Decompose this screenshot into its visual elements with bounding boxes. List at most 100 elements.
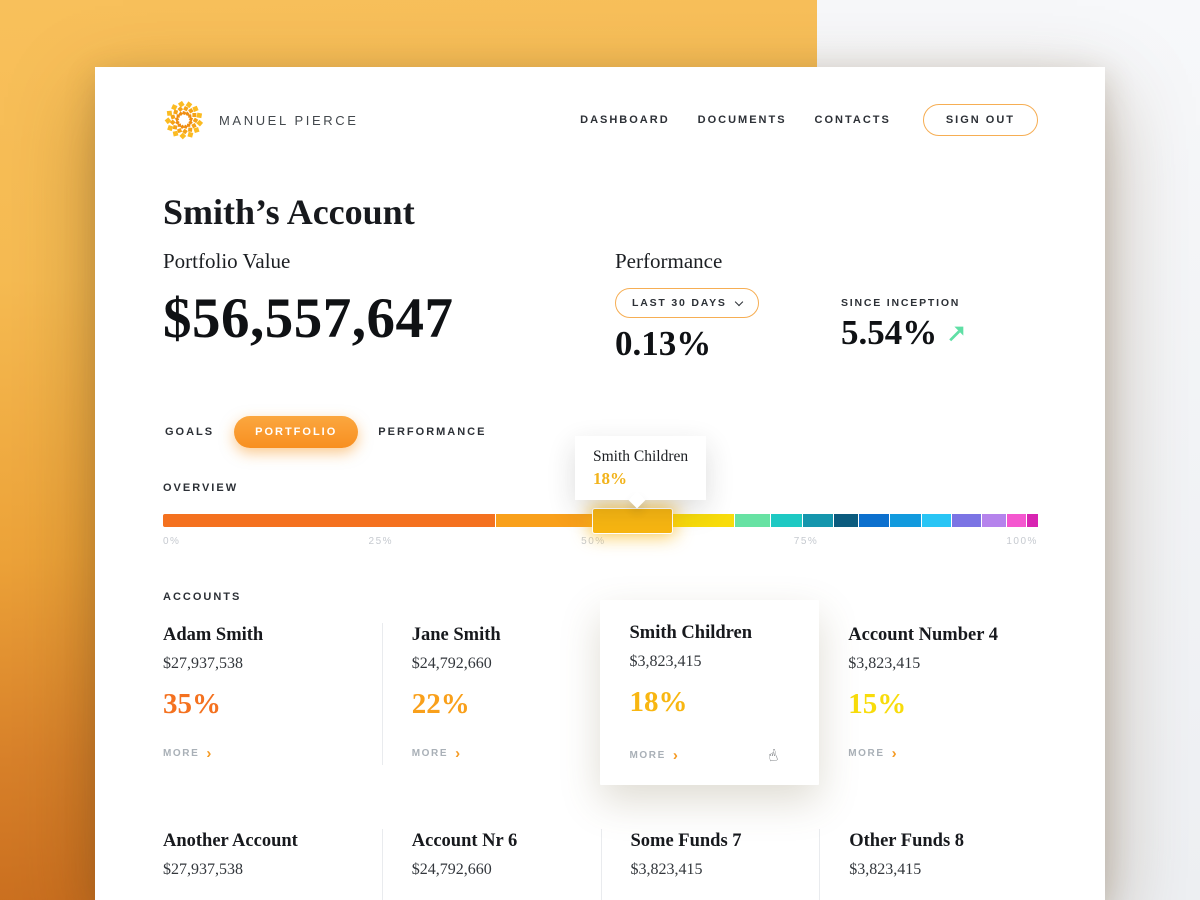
allocation-bar-segment[interactable] <box>496 514 592 527</box>
portfolio-value: $56,557,647 <box>163 287 454 350</box>
brand[interactable]: MANUEL PIERCE <box>163 99 359 141</box>
accounts-label: ACCOUNTS <box>163 591 242 603</box>
account-percent: 3% <box>631 894 804 900</box>
chevron-right-icon: › <box>672 746 678 764</box>
account-card[interactable]: Another Account $27,937,538 6% MORE › <box>163 829 382 900</box>
account-value: $3,823,415 <box>629 653 702 670</box>
chevron-right-icon: › <box>455 744 461 762</box>
tab[interactable]: PERFORMANCE <box>378 426 487 438</box>
account-card[interactable]: Other Funds 8 $3,823,415 1.7% MORE › <box>819 829 1038 900</box>
period-selector-label: LAST 30 DAYS <box>632 297 727 309</box>
allocation-bar-segment[interactable] <box>890 514 922 527</box>
axis-tick-label: 50% <box>581 536 606 547</box>
stats-row: Portfolio Value $56,557,647 Performance … <box>163 249 1038 364</box>
account-percent: 35% <box>163 688 221 720</box>
tooltip-title: Smith Children <box>593 448 689 465</box>
account-percent: 3% <box>412 894 585 900</box>
period-selector-button[interactable]: LAST 30 DAYS <box>615 288 759 318</box>
account-percent: 22% <box>411 688 470 720</box>
account-percent: 6% <box>163 894 366 900</box>
period-performance-value: 0.13% <box>615 324 712 363</box>
account-card[interactable]: Account Number 4 $3,823,415 15% MORE › <box>819 623 1038 765</box>
cursor-hand-icon: ☝ <box>765 745 780 766</box>
allocation-bar-segment[interactable] <box>770 514 803 527</box>
allocation-bar-segment[interactable] <box>1027 514 1038 527</box>
since-inception-value: 5.54% <box>841 313 938 352</box>
nav-item[interactable]: DOCUMENTS <box>697 114 787 126</box>
allocation-axis: 0% 25% 50% 75% 100% <box>163 536 1038 547</box>
axis-tick-label: 75% <box>793 536 819 547</box>
allocation-bar-segment[interactable] <box>673 514 735 527</box>
account-card[interactable]: Adam Smith $27,937,538 35% MORE › <box>163 623 382 765</box>
allocation-bar-segment[interactable] <box>922 514 951 527</box>
account-percent: 18% <box>629 686 688 718</box>
account-value: $24,792,660 <box>411 861 492 878</box>
allocation-bar-segment[interactable] <box>592 508 673 533</box>
chevron-down-icon <box>734 297 743 306</box>
portfolio-block: Portfolio Value $56,557,647 <box>163 249 615 364</box>
allocation-bar-segment[interactable] <box>834 514 859 527</box>
allocation-bar-segment[interactable] <box>163 514 496 527</box>
more-link[interactable]: MORE › <box>163 744 366 762</box>
accounts-grid: Adam Smith $27,937,538 35% MORE › Jane S… <box>163 600 1038 900</box>
axis-tick-label: 25% <box>368 536 394 547</box>
axis-tick-label: 100% <box>1006 536 1038 547</box>
axis-tick-label: 0% <box>163 536 181 547</box>
account-name: Another Account <box>163 831 298 851</box>
account-name: Account Number 4 <box>848 625 998 645</box>
allocation-bar-segment[interactable] <box>859 514 889 527</box>
page-title: Smith’s Account <box>163 192 415 232</box>
account-card[interactable]: Smith Children $3,823,415 18% MORE › ☝ <box>599 600 820 785</box>
allocation-bar <box>163 508 1038 533</box>
tab[interactable]: GOALS <box>165 426 215 438</box>
brand-name: MANUEL PIERCE <box>219 112 359 128</box>
account-name: Smith Children <box>629 623 753 643</box>
chevron-right-icon: › <box>206 744 212 762</box>
sign-out-button[interactable]: SIGN OUT <box>922 104 1038 136</box>
allocation-bar-segment[interactable] <box>951 514 981 527</box>
account-value: $27,937,538 <box>163 655 243 672</box>
account-value: $3,823,415 <box>849 861 922 878</box>
trend-up-arrow-icon <box>949 326 964 341</box>
view-tabs: GOALS PORTFOLIO PERFORMANCE <box>163 416 1038 448</box>
account-name: Adam Smith <box>163 625 264 645</box>
sunburst-logo-icon <box>164 100 204 140</box>
more-link[interactable]: MORE › <box>848 746 1022 761</box>
more-link[interactable]: MORE › <box>411 744 585 762</box>
header: MANUEL PIERCE DASHBOARD DOCUMENTS CONTAC… <box>163 97 1038 143</box>
account-percent: 1.7% <box>849 894 1022 900</box>
allocation-tooltip: Smith Children 18% <box>575 436 707 509</box>
allocation-bar-segment[interactable] <box>735 514 770 527</box>
more-label: MORE <box>629 750 666 761</box>
allocation-bar-segment[interactable] <box>1006 514 1027 527</box>
accounts-section: ACCOUNTS Adam Smith $27,937,538 35% MORE… <box>163 591 1038 900</box>
more-link[interactable]: MORE › ☝ <box>629 745 804 766</box>
nav-item[interactable]: CONTACTS <box>814 114 891 126</box>
tooltip-caret-icon <box>628 491 646 509</box>
more-label: MORE <box>411 748 449 759</box>
tab[interactable]: PORTFOLIO <box>234 416 359 448</box>
account-name: Other Funds 8 <box>849 831 965 851</box>
allocation-bar-segment[interactable] <box>981 514 1006 527</box>
account-value: $27,937,538 <box>163 861 243 878</box>
account-value: $3,823,415 <box>630 861 703 878</box>
performance-label: Performance <box>615 249 723 273</box>
performance-block: Performance LAST 30 DAYS 0.13% SINCE INC… <box>615 249 967 364</box>
portfolio-value-label: Portfolio Value <box>163 249 291 273</box>
account-card[interactable]: Jane Smith $24,792,660 22% MORE › <box>381 623 601 765</box>
account-name: Jane Smith <box>411 625 501 645</box>
account-card[interactable]: Account Nr 6 $24,792,660 3% MORE › <box>381 829 601 900</box>
overview-section: OVERVIEW Smith Children 18% <box>163 436 1038 547</box>
account-value: $24,792,660 <box>411 655 492 672</box>
account-card[interactable]: Some Funds 7 $3,823,415 3% MORE › <box>600 829 820 900</box>
account-value: $3,823,415 <box>848 655 921 672</box>
allocation-bar-segment[interactable] <box>803 514 834 527</box>
account-name: Some Funds 7 <box>630 831 742 851</box>
account-percent: 15% <box>848 688 907 720</box>
main-panel: MANUEL PIERCE DASHBOARD DOCUMENTS CONTAC… <box>95 67 1105 900</box>
nav-item[interactable]: DASHBOARD <box>580 114 670 126</box>
overview-label: OVERVIEW <box>163 482 239 494</box>
tooltip-value: 18% <box>593 469 627 488</box>
since-inception-label: SINCE INCEPTION <box>841 297 961 309</box>
inception-block: SINCE INCEPTION 5.54% <box>841 288 967 364</box>
